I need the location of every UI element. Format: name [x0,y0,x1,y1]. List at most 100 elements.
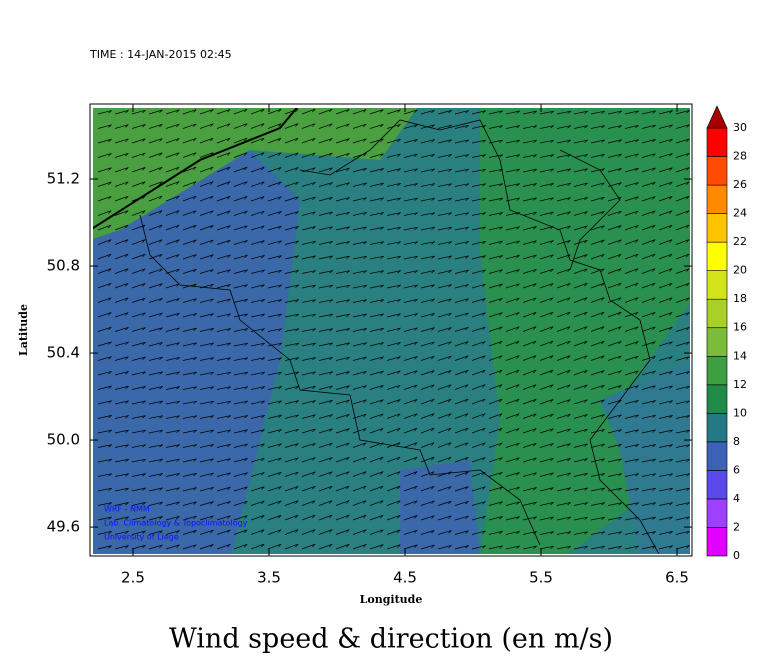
wind-arrow [182,530,197,535]
wind-arrow [471,168,486,173]
wind-arrow [624,458,639,463]
wind-arrow [182,239,197,245]
watermark: WRF - NMM [104,505,150,514]
wind-arrows [97,108,690,550]
wind-arrow [131,152,146,158]
wind-arrow [97,415,112,419]
wind-arrow [131,109,146,115]
wind-arrow [641,196,656,202]
wind-arrow [216,298,231,303]
field-region [400,460,480,554]
wind-arrow [454,183,469,187]
wind-arrow [624,385,639,390]
field-region [600,360,690,554]
wind-arrow [403,313,418,318]
wind-arrow [403,327,418,332]
wind-arrow [386,500,401,506]
y-tick-label: 50.8 [47,257,80,275]
wind-arrow [488,110,503,115]
wind-arrow [624,531,639,535]
wind-arrow [522,283,537,289]
wind-arrow [471,501,486,506]
wind-arrow [216,342,231,347]
wind-arrow [471,197,486,202]
wind-arrow [573,370,588,376]
wind-arrow [607,370,622,376]
wind-arrow [386,471,401,477]
wind-arrow [335,514,350,521]
wind-arrow [641,531,656,535]
wind-arrow [522,254,537,260]
wind-arrow [522,297,537,303]
wind-arrow [471,545,486,550]
wind-arrow [250,486,265,492]
wind-arrow [386,299,401,303]
wind-arrow [386,327,401,332]
wind-arrow [301,167,316,173]
wind-arrow [301,182,316,187]
wind-arrow [182,268,197,274]
wind-arrow [199,458,214,463]
wind-arrow [352,514,367,521]
wind-arrow [352,471,367,477]
wind-arrow [352,197,367,202]
wind-arrow [488,384,503,390]
wind-arrow [539,443,554,448]
wind-arrow [267,400,282,405]
wind-arrow [318,385,333,390]
wind-arrow [675,268,690,274]
wind-arrow [233,386,248,390]
wind-arrow [148,152,163,158]
wind-arrow [301,514,316,521]
wind-arrow [284,299,299,303]
wind-arrow [131,268,146,274]
wind-arrow [522,197,537,202]
colorbar-segment [706,241,728,271]
wind-arrow [641,370,656,376]
wind-arrow [216,269,231,274]
wind-arrow [403,485,418,492]
wind-arrow [369,399,384,405]
wind-arrow [369,356,384,361]
wind-arrow [471,530,486,535]
wind-arrow [556,355,571,361]
wind-arrow [284,255,299,260]
wind-arrow [522,487,537,492]
wind-arrow [318,241,333,245]
wind-arrow [454,326,469,332]
wind-arrow [624,110,639,115]
wind-arrow [233,400,248,405]
wind-arrow [148,166,163,173]
wind-arrow [182,444,197,448]
wind-arrow [505,398,520,405]
coastline [93,108,298,230]
wind-arrow [97,502,112,506]
wind-arrow [488,326,503,332]
wind-arrow [590,326,605,332]
wind-arrow [624,545,639,550]
wind-arrow [454,226,469,231]
wind-arrow [556,240,571,245]
wind-arrow [658,502,673,506]
wind-arrow [624,487,639,492]
time-label: TIME : 14-JAN-2015 02:45 [89,48,232,61]
wind-arrow [131,502,146,506]
wind-arrow [165,239,180,245]
wind-arrow [318,284,333,289]
wind-arrow [658,124,673,129]
wind-arrow [216,181,231,187]
wind-arrow [420,153,435,158]
wind-arrow [114,502,129,506]
colorbar-label: 4 [733,492,740,505]
wind-arrow [607,153,622,158]
wind-arrow [301,123,316,129]
wind-arrow [318,313,333,318]
colorbar-segment [706,298,728,329]
wind-arrow [97,385,112,390]
wind-arrow [675,458,690,463]
wind-arrow [352,485,367,492]
y-tick-label: 50.0 [47,431,80,449]
wind-arrow [318,414,333,419]
wind-arrow [352,442,367,448]
wind-arrow [590,297,605,303]
